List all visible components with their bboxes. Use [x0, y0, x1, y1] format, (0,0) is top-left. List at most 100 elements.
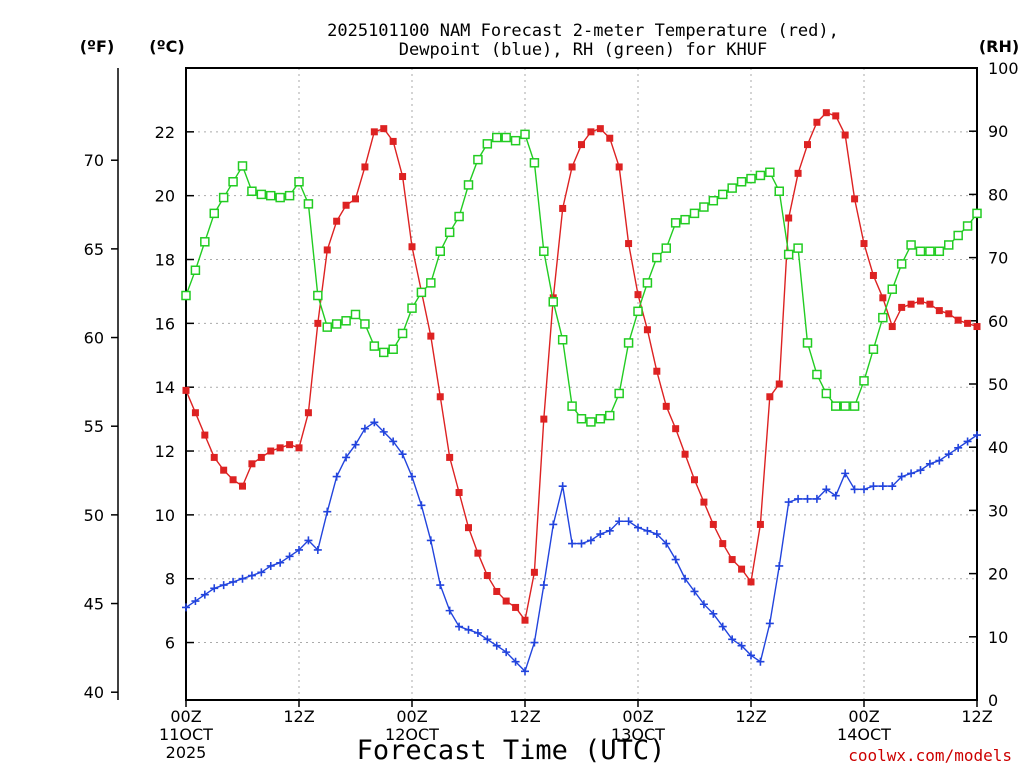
rh-tick-label: 100 [988, 59, 1019, 78]
rh-point [416, 287, 427, 298]
temperature-point [267, 447, 275, 455]
dewpoint-point [436, 581, 445, 590]
celsius-tick-label: 12 [155, 442, 175, 461]
celsius-unit-label: (ºC) [149, 37, 184, 56]
dewpoint-point [681, 574, 690, 583]
rh-point [859, 376, 869, 386]
rh-point [783, 249, 794, 260]
rh-point [520, 129, 530, 140]
dewpoint-point [238, 574, 247, 583]
temperature-point [719, 540, 727, 548]
x-tick-label: 12Z [961, 707, 992, 726]
rh-unit-label: (RH) [979, 37, 1019, 56]
temperature-point [775, 380, 783, 388]
dewpoint-point [539, 581, 548, 590]
dewpoint-point [652, 530, 661, 539]
x-tick-label: 2025 [166, 743, 207, 762]
dewpoint-point [944, 450, 953, 459]
celsius-tick-label: 6 [165, 634, 175, 653]
rh-point [953, 230, 963, 241]
temperature-point [427, 332, 435, 340]
series-relative-humidity [181, 129, 982, 427]
rh-point [962, 221, 973, 231]
temperature-point [917, 297, 924, 305]
rh-point [736, 177, 747, 187]
rh-point [849, 401, 860, 411]
celsius-tick-label: 10 [155, 506, 175, 525]
temperature-point [314, 319, 322, 327]
rh-point [614, 388, 624, 399]
rh-point [896, 259, 907, 269]
fahrenheit-tick-label: 65 [84, 240, 104, 259]
temperature-point [794, 169, 802, 177]
temperature-point [248, 460, 256, 468]
x-tick-label: 12Z [735, 707, 766, 726]
rh-point [774, 186, 784, 196]
temperature-point [286, 441, 294, 449]
dewpoint-point [351, 440, 360, 449]
dewpoint-point [389, 437, 398, 446]
rh-point [200, 237, 210, 247]
series-temperature [182, 109, 981, 624]
temperature-point [634, 291, 642, 299]
temperature-point [474, 549, 482, 557]
rh-point [237, 161, 248, 171]
temperature-point [530, 568, 538, 576]
x-tick-label: 00Z [848, 707, 879, 726]
rh-point [567, 401, 577, 411]
rh-point [444, 227, 455, 238]
rh-tick-label: 0 [988, 691, 998, 710]
fahrenheit-tick-label: 50 [84, 506, 104, 525]
dewpoint-point [276, 558, 285, 567]
dewpoint-point [916, 466, 925, 475]
temperature-point [700, 498, 708, 506]
temperature-point [182, 386, 190, 394]
temperature-point [907, 300, 915, 308]
dewpoint-point [784, 498, 793, 507]
rh-point [586, 417, 596, 427]
rh-point [294, 177, 304, 187]
temperature-point [333, 217, 341, 225]
dewpoint-point [455, 622, 464, 631]
dewpoint-point [662, 539, 671, 548]
temperature-point [408, 243, 416, 251]
temperature-point [436, 393, 444, 401]
dewpoint-point [558, 482, 567, 491]
plot-frame [185, 67, 978, 701]
x-tick-label: 12Z [509, 707, 540, 726]
temperature-point [672, 425, 680, 433]
rh-point [887, 284, 897, 294]
temperature-point [512, 603, 520, 611]
temperature-point [822, 109, 830, 117]
fahrenheit-unit-label: (ºF) [80, 37, 115, 56]
dewpoint-point [596, 530, 605, 539]
temperature-point [785, 214, 793, 222]
dewpoint-point [360, 424, 369, 433]
rh-point [906, 240, 916, 250]
rh-point [652, 252, 662, 263]
rh-point [623, 338, 634, 348]
credit-text: coolwx.com/models [848, 746, 1012, 765]
dewpoint-point [426, 536, 435, 545]
rh-tick-label: 80 [988, 185, 1008, 204]
rh-point [708, 195, 719, 206]
temperature-point [756, 520, 764, 528]
temperature-point [964, 319, 972, 327]
temperature-point [879, 294, 887, 302]
x-tick-label: 00Z [396, 707, 427, 726]
dewpoint-point [247, 571, 256, 580]
dewpoint-point [709, 609, 718, 618]
rh-point [181, 290, 191, 301]
rh-point [303, 199, 314, 209]
rh-point [642, 278, 653, 288]
rh-point [539, 246, 549, 257]
temperature-point [465, 524, 472, 532]
temperature-point [276, 444, 284, 452]
rh-tick-label: 70 [988, 249, 1008, 268]
rh-point [680, 214, 690, 225]
rh-tick-label: 50 [988, 375, 1008, 394]
rh-point [218, 192, 229, 203]
rh-point [755, 170, 766, 181]
dewpoint-point [379, 427, 388, 436]
